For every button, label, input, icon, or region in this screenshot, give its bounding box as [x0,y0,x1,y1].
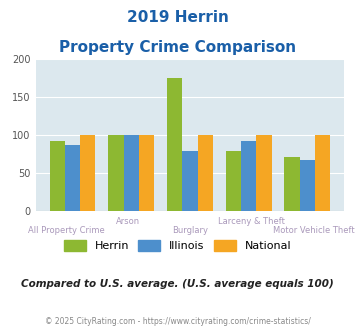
Bar [284,156,300,211]
Bar [80,135,95,211]
Bar [241,141,256,211]
Bar [167,78,182,211]
Text: © 2025 CityRating.com - https://www.cityrating.com/crime-statistics/: © 2025 CityRating.com - https://www.city… [45,317,310,326]
Text: Compared to U.S. average. (U.S. average equals 100): Compared to U.S. average. (U.S. average … [21,279,334,289]
Text: Burglary: Burglary [172,226,208,235]
Bar [182,151,198,211]
Text: Motor Vehicle Theft: Motor Vehicle Theft [273,226,354,235]
Bar [315,135,330,211]
Bar [226,151,241,211]
Bar [256,135,272,211]
Text: All Property Crime: All Property Crime [28,226,105,235]
Bar [300,160,315,211]
Bar [198,135,213,211]
Text: Arson: Arson [116,217,140,226]
Bar [50,141,65,211]
Bar [139,135,154,211]
Text: Larceny & Theft: Larceny & Theft [218,217,285,226]
Bar [124,135,139,211]
Bar [65,145,80,211]
Legend: Herrin, Illinois, National: Herrin, Illinois, National [60,237,295,255]
Bar [108,135,124,211]
Text: Property Crime Comparison: Property Crime Comparison [59,40,296,54]
Text: 2019 Herrin: 2019 Herrin [127,10,228,25]
